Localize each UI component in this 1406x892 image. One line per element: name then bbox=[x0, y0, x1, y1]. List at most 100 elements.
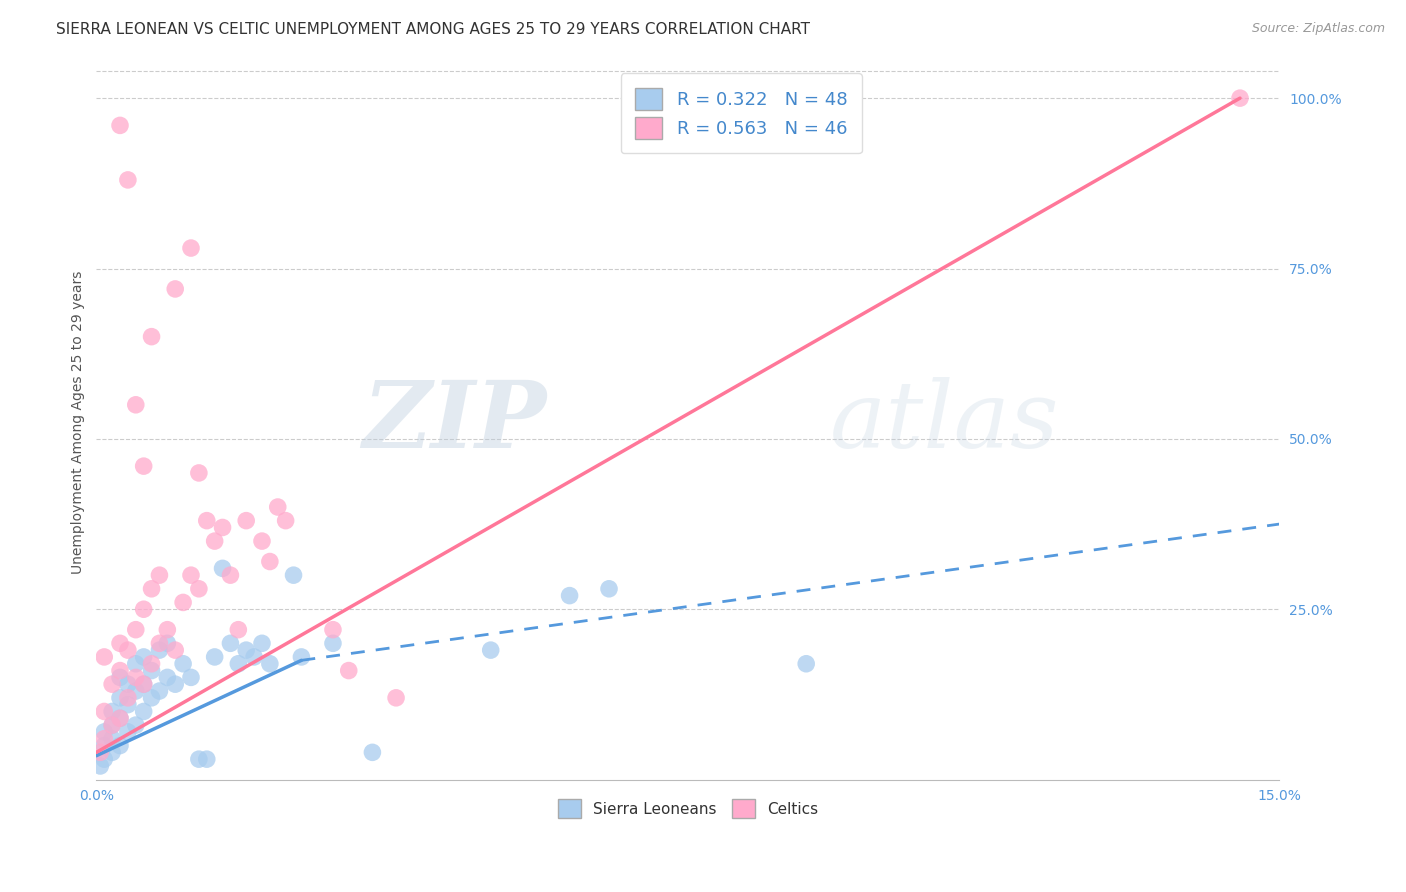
Point bbox=[141, 582, 163, 596]
Point bbox=[108, 664, 131, 678]
Point bbox=[219, 636, 242, 650]
Point bbox=[117, 725, 139, 739]
Point bbox=[117, 698, 139, 712]
Point bbox=[101, 731, 124, 746]
Point bbox=[93, 649, 115, 664]
Point bbox=[156, 636, 179, 650]
Point bbox=[148, 568, 170, 582]
Point bbox=[165, 643, 187, 657]
Point bbox=[598, 582, 620, 596]
Point bbox=[148, 636, 170, 650]
Point bbox=[385, 690, 408, 705]
Point bbox=[148, 643, 170, 657]
Point bbox=[187, 582, 209, 596]
Point bbox=[117, 690, 139, 705]
Point bbox=[132, 649, 155, 664]
Point bbox=[172, 657, 194, 671]
Point bbox=[125, 623, 148, 637]
Text: ZIP: ZIP bbox=[361, 376, 546, 467]
Point bbox=[156, 670, 179, 684]
Point bbox=[141, 657, 163, 671]
Point bbox=[117, 643, 139, 657]
Text: Source: ZipAtlas.com: Source: ZipAtlas.com bbox=[1251, 22, 1385, 36]
Point bbox=[117, 173, 139, 187]
Point bbox=[132, 602, 155, 616]
Legend: Sierra Leoneans, Celtics: Sierra Leoneans, Celtics bbox=[550, 792, 825, 826]
Point bbox=[141, 664, 163, 678]
Point bbox=[180, 670, 202, 684]
Point bbox=[180, 241, 202, 255]
Point bbox=[235, 514, 257, 528]
Point bbox=[93, 739, 115, 753]
Point bbox=[108, 711, 131, 725]
Point bbox=[125, 398, 148, 412]
Point bbox=[219, 568, 242, 582]
Point bbox=[794, 657, 817, 671]
Point bbox=[211, 561, 233, 575]
Point bbox=[93, 725, 115, 739]
Point bbox=[195, 752, 218, 766]
Point bbox=[125, 718, 148, 732]
Point bbox=[108, 739, 131, 753]
Point bbox=[156, 623, 179, 637]
Point bbox=[141, 690, 163, 705]
Point bbox=[132, 677, 155, 691]
Point bbox=[558, 589, 581, 603]
Point bbox=[361, 745, 384, 759]
Point bbox=[101, 745, 124, 759]
Point bbox=[250, 636, 273, 650]
Point bbox=[259, 657, 281, 671]
Point bbox=[108, 119, 131, 133]
Point bbox=[204, 534, 226, 549]
Point bbox=[180, 568, 202, 582]
Point bbox=[101, 705, 124, 719]
Point bbox=[108, 636, 131, 650]
Point bbox=[93, 752, 115, 766]
Point bbox=[101, 677, 124, 691]
Point bbox=[228, 623, 250, 637]
Point bbox=[93, 731, 115, 746]
Point bbox=[89, 759, 111, 773]
Point bbox=[141, 329, 163, 343]
Point bbox=[148, 684, 170, 698]
Text: SIERRA LEONEAN VS CELTIC UNEMPLOYMENT AMONG AGES 25 TO 29 YEARS CORRELATION CHAR: SIERRA LEONEAN VS CELTIC UNEMPLOYMENT AM… bbox=[56, 22, 810, 37]
Point bbox=[322, 623, 344, 637]
Point bbox=[125, 684, 148, 698]
Point bbox=[101, 718, 124, 732]
Point bbox=[117, 677, 139, 691]
Point bbox=[250, 534, 273, 549]
Point bbox=[101, 718, 124, 732]
Point bbox=[1229, 91, 1251, 105]
Point bbox=[187, 466, 209, 480]
Point bbox=[243, 649, 266, 664]
Y-axis label: Unemployment Among Ages 25 to 29 years: Unemployment Among Ages 25 to 29 years bbox=[72, 270, 86, 574]
Point bbox=[187, 752, 209, 766]
Point bbox=[108, 711, 131, 725]
Point bbox=[125, 670, 148, 684]
Point bbox=[290, 649, 312, 664]
Point bbox=[283, 568, 305, 582]
Point bbox=[165, 677, 187, 691]
Point bbox=[165, 282, 187, 296]
Point bbox=[108, 690, 131, 705]
Point bbox=[132, 705, 155, 719]
Point bbox=[267, 500, 290, 514]
Point bbox=[479, 643, 502, 657]
Point bbox=[204, 649, 226, 664]
Point bbox=[195, 514, 218, 528]
Point bbox=[211, 520, 233, 534]
Point bbox=[132, 677, 155, 691]
Point bbox=[235, 643, 257, 657]
Point bbox=[93, 705, 115, 719]
Point bbox=[228, 657, 250, 671]
Point bbox=[259, 555, 281, 569]
Point bbox=[108, 670, 131, 684]
Point bbox=[337, 664, 360, 678]
Point bbox=[172, 595, 194, 609]
Point bbox=[132, 459, 155, 474]
Point bbox=[89, 745, 111, 759]
Point bbox=[125, 657, 148, 671]
Point bbox=[274, 514, 297, 528]
Text: atlas: atlas bbox=[830, 376, 1059, 467]
Point bbox=[322, 636, 344, 650]
